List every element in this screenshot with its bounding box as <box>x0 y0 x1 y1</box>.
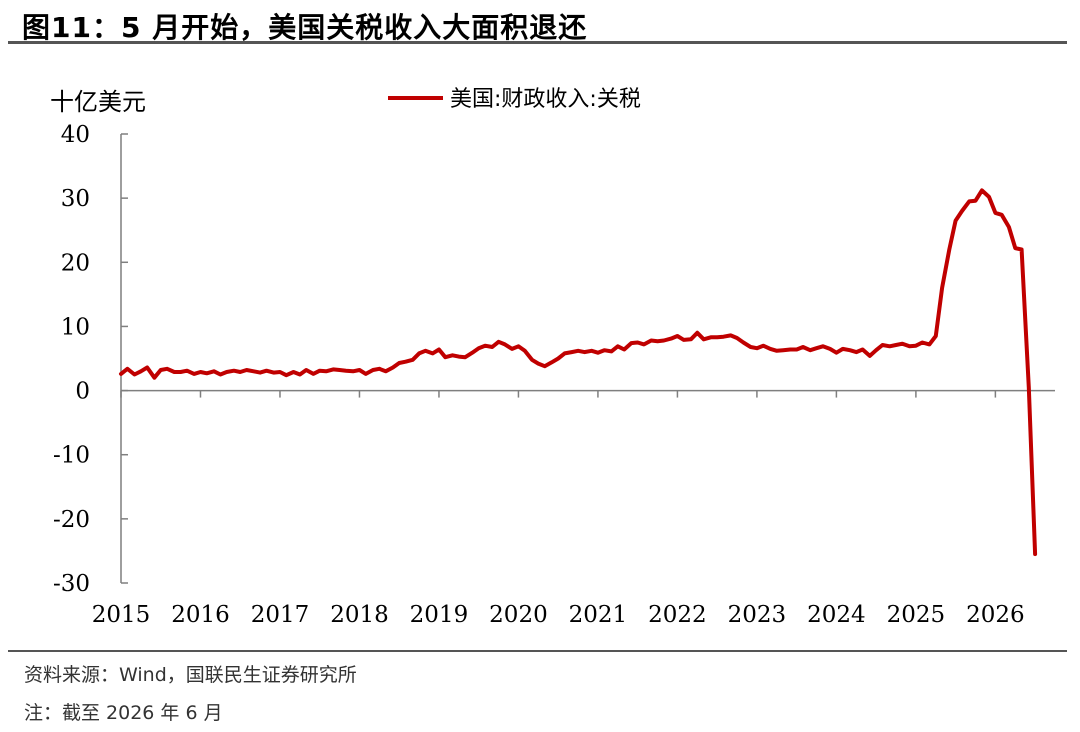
y-tick-label: 0 <box>75 379 90 405</box>
y-tick-label: -10 <box>53 443 90 469</box>
x-tick-label: 2019 <box>410 602 469 628</box>
x-tick-label: 2021 <box>569 602 628 628</box>
date-footnote: 注：截至 2026 年 6 月 <box>24 702 223 724</box>
x-tick-label: 2026 <box>966 602 1025 628</box>
bottom-rule <box>8 650 1067 652</box>
x-tick-label: 2017 <box>251 602 310 628</box>
x-tick-label: 2022 <box>648 602 707 628</box>
series-line <box>119 188 1038 557</box>
axes <box>120 134 1055 583</box>
y-axis-ticks: 40 30 20 10 0 -10 -20 -30 <box>53 122 128 597</box>
x-tick-label: 2016 <box>171 602 230 628</box>
x-tick-label: 2020 <box>489 602 548 628</box>
figure-title: 图11：5 月开始，美国关税收入大面积退还 <box>22 11 588 44</box>
x-tick-label: 2018 <box>330 602 389 628</box>
legend-label: 美国:财政收入:关税 <box>450 87 641 112</box>
y-tick-label: 30 <box>61 186 90 212</box>
title-rule <box>8 41 1067 44</box>
x-tick-label: 2025 <box>887 602 946 628</box>
y-tick-label: -30 <box>53 571 90 597</box>
series-layer <box>119 188 1038 557</box>
x-tick-label: 2024 <box>807 602 866 628</box>
y-tick-label: -20 <box>53 507 90 533</box>
legend: 美国:财政收入:关税 <box>388 87 641 112</box>
y-axis-unit-label: 十亿美元 <box>50 88 146 116</box>
x-tick-label: 2015 <box>92 602 151 628</box>
y-tick-label: 20 <box>61 250 90 276</box>
source-note: 资料来源：Wind，国联民生证券研究所 <box>24 664 357 686</box>
x-axis-ticks: 2015 2016 2017 2018 2019 2020 2021 2022 2023 2024… <box>92 390 1025 628</box>
x-tick-label: 2023 <box>728 602 787 628</box>
y-tick-label: 10 <box>61 314 90 340</box>
y-tick-label: 40 <box>61 122 90 148</box>
